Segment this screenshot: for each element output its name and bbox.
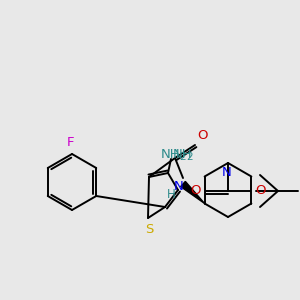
Text: N: N bbox=[174, 179, 184, 193]
Text: 2: 2 bbox=[180, 152, 186, 162]
Text: H: H bbox=[167, 188, 176, 200]
Text: NH: NH bbox=[173, 148, 193, 161]
Text: 2: 2 bbox=[186, 152, 193, 162]
Polygon shape bbox=[181, 182, 205, 203]
Text: S: S bbox=[145, 223, 153, 236]
Text: N: N bbox=[222, 166, 232, 179]
Text: NH: NH bbox=[161, 148, 181, 161]
Text: F: F bbox=[67, 136, 75, 149]
Text: O: O bbox=[197, 129, 208, 142]
Text: O: O bbox=[190, 184, 201, 197]
Text: O: O bbox=[255, 184, 266, 197]
